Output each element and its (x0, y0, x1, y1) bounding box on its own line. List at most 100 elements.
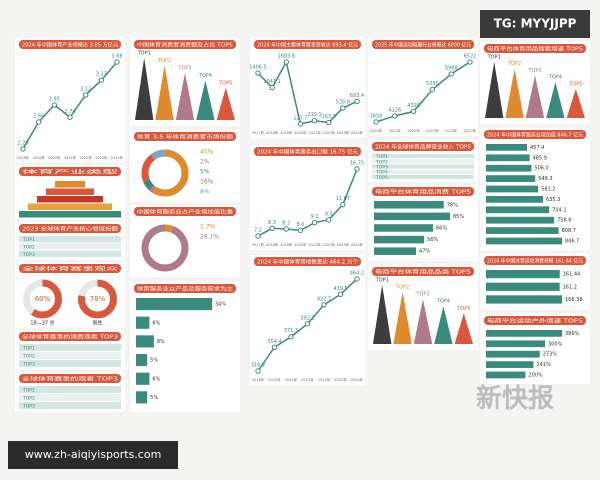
panel-title: 电商平台运动户外增速 TOP5 (487, 318, 583, 325)
row (372, 159, 474, 164)
rank-label: TOP3 (177, 65, 191, 71)
line (257, 59, 358, 125)
value-label: 8.0 (296, 222, 304, 228)
bar (136, 335, 154, 348)
value-label: 9.1 (311, 214, 319, 220)
value-label: 528.8 (336, 100, 350, 106)
panel-title-bar (134, 40, 236, 49)
bar (486, 340, 546, 348)
value-label: 354.4 (267, 339, 281, 345)
value-label: 2.66 (33, 113, 44, 119)
bar (486, 330, 562, 337)
bar (486, 206, 550, 214)
x-label: 2021年 (301, 377, 314, 382)
panel-title-bar (484, 256, 586, 265)
x-label: 2022年 (79, 155, 92, 160)
value-label: 464.2 (350, 271, 364, 277)
row-label: TOP1 (22, 388, 35, 394)
panel-title: 2024 年中国冰雪运动消费规模 161.44 亿元 (487, 258, 583, 265)
triangle (175, 72, 195, 120)
x-label: 2019年 (32, 155, 45, 160)
value-label: 4126 (388, 107, 401, 113)
arc (141, 149, 189, 197)
point (283, 226, 289, 232)
row (19, 386, 121, 393)
x-label: 2018年 (266, 130, 279, 135)
x-label: 2023年 (334, 377, 347, 382)
rank-label: TOP2 (507, 61, 521, 67)
bar (486, 371, 526, 379)
panel-title: 中国体育消费者消费额及占比 TOP5 (137, 42, 233, 49)
bar (486, 196, 544, 203)
value-label: 47% (419, 249, 430, 255)
bar (374, 212, 450, 221)
row-label: TOP5 (375, 175, 388, 181)
x-label: 2025年 (464, 128, 477, 133)
x-label: 2020年 (48, 155, 61, 160)
panel (250, 38, 365, 138)
value-label: 846.7 (565, 239, 579, 245)
panel-title: 2024 年中国体育产业规模达 3.85 万亿元 (22, 42, 118, 49)
bar (136, 372, 150, 385)
arc (78, 279, 117, 319)
triangle (413, 299, 433, 344)
point (340, 201, 346, 208)
value-label: 1041.1 (263, 79, 281, 85)
site-box (8, 441, 178, 469)
bar (486, 144, 528, 151)
arc (23, 279, 62, 319)
row (19, 352, 121, 359)
bar (136, 298, 212, 311)
value-label: 3.37 (96, 72, 107, 78)
panel-title: 中国体育服务业占产业增加值比重 (137, 209, 233, 216)
value-label: 210.1 (307, 112, 321, 118)
bar (486, 227, 559, 234)
rank-label: TOP4 (436, 299, 450, 305)
x-label: 2023年 (426, 128, 439, 133)
panel-title: 2024 年中国体育服务业增加值 846.7 亿元 (487, 132, 583, 139)
pyramid-layer (55, 181, 85, 188)
value-label: 85% (453, 214, 464, 220)
row (372, 164, 474, 169)
panel-title-bar (254, 257, 361, 266)
row-label: TOP3 (22, 404, 35, 410)
value-label: 6% (152, 320, 160, 326)
value-label: 60% (35, 295, 51, 303)
rank-label: TOP4 (198, 73, 212, 79)
panel-title-bar (19, 224, 121, 233)
point (255, 70, 261, 76)
value-label: 2.95 (49, 96, 60, 102)
point (288, 334, 294, 340)
row (19, 344, 121, 351)
value-label: 241% (536, 362, 551, 368)
x-label: 2021年 (308, 130, 321, 135)
watermark: TG: MYYJJPP (494, 17, 577, 31)
panel-title: 全球体育赛事的消费观看 TOP3 (22, 334, 118, 341)
bar (374, 235, 425, 244)
value-label: 392.1 (300, 315, 314, 321)
bar (486, 282, 560, 291)
panel-title: 电商平台体育用品消费 TOP5 (375, 189, 471, 196)
value-label: 163.9 (322, 114, 336, 120)
row (19, 402, 121, 409)
x-label: 2022年 (323, 130, 336, 135)
triangle (393, 292, 412, 344)
triangle (454, 313, 473, 344)
row (372, 169, 474, 174)
x-label: 2022年 (407, 128, 420, 133)
panel-title: 2023 全球体育产业核心领域份额 (22, 226, 118, 233)
point (98, 77, 105, 83)
value-label: 300% (548, 341, 563, 347)
panel-title-bar (372, 267, 474, 276)
bar (486, 216, 555, 224)
x-label: 2024年 (351, 242, 364, 247)
value-label: 5988 (445, 66, 458, 72)
point (429, 86, 436, 93)
value-label: 457.4 (530, 145, 544, 151)
line (375, 61, 471, 123)
point (67, 114, 73, 120)
bar (374, 224, 434, 232)
bar (486, 237, 562, 245)
point (297, 121, 304, 127)
